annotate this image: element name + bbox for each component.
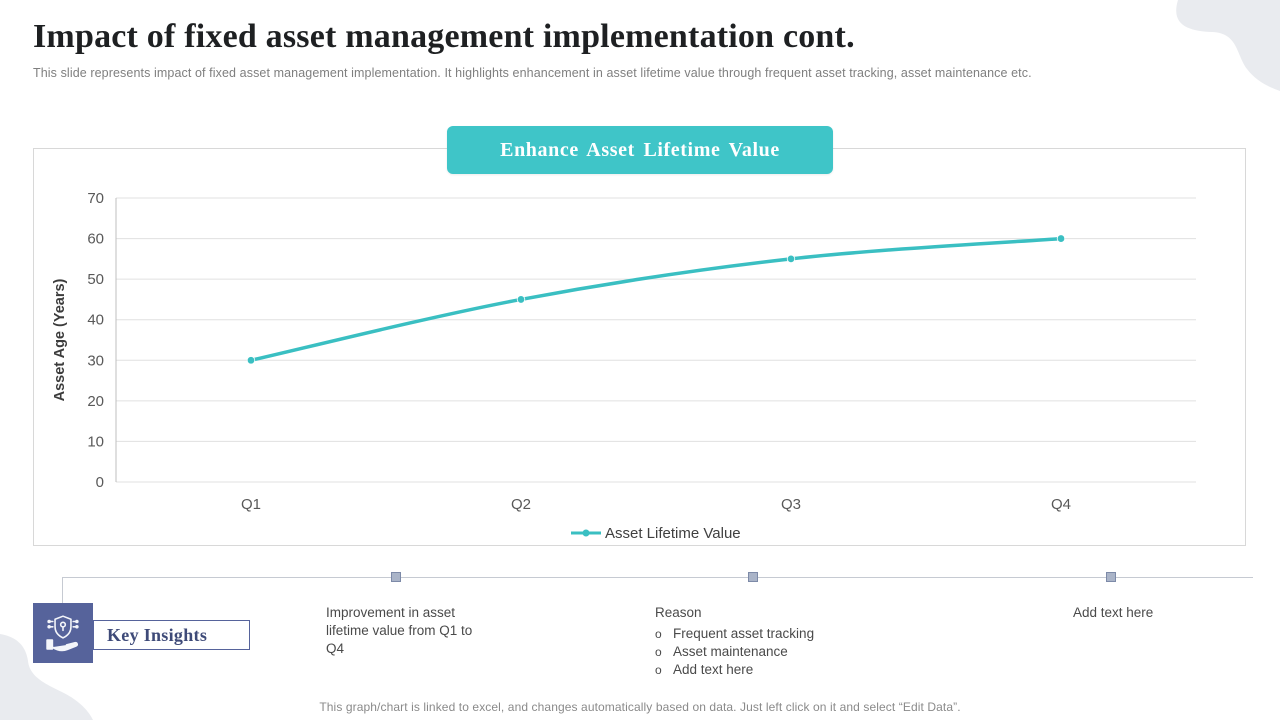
x-axis-label: Q2: [511, 496, 531, 513]
bullet-text: Frequent asset tracking: [673, 626, 815, 641]
y-axis-tick-label: 30: [87, 352, 104, 369]
bullet-text: Asset maintenance: [673, 644, 788, 659]
page-title: Impact of fixed asset management impleme…: [33, 18, 855, 55]
chart-title-badge-label: Enhance Asset Lifetime Value: [500, 138, 780, 161]
insight-callout-1[interactable]: Improvement in asset lifetime value from…: [326, 604, 491, 658]
reason-bullet-3: o Add text here: [655, 661, 875, 679]
data-point-marker: [786, 254, 796, 264]
key-insights-label: Key Insights: [107, 624, 208, 645]
x-axis-label: Q1: [241, 496, 261, 513]
insight-callout-3[interactable]: Add text here: [1073, 604, 1213, 622]
insight-callout-2[interactable]: Reason o Frequent asset tracking o Asset ma…: [655, 604, 875, 679]
timeline-connector: [62, 577, 63, 604]
footer-note: This graph/chart is linked to excel, and…: [319, 700, 961, 714]
data-point-marker: [1056, 234, 1066, 243]
y-axis-tick-label: 0: [96, 474, 104, 491]
bullet-marker: o: [655, 645, 662, 659]
insight-callout-1-text: Improvement in asset lifetime value from…: [326, 605, 473, 656]
y-axis-tick-label: 60: [87, 231, 104, 248]
bullet-marker: o: [655, 663, 662, 677]
legend-label: Asset Lifetime Value: [605, 525, 741, 542]
y-axis-title: Asset Age (Years): [52, 278, 68, 401]
y-axis-tick-label: 50: [87, 271, 104, 288]
hand-shield-icon: [46, 615, 79, 652]
y-axis-tick-label: 40: [87, 312, 104, 329]
x-axis-label: Q3: [781, 496, 801, 513]
chart-card[interactable]: 0 10 20 30 40 50 60 70 Q1 Q2 Q3 Q4 Asset Age (Years)…: [33, 148, 1246, 546]
timeline-line: [62, 577, 1253, 578]
insight-callout-3-text: Add text here: [1073, 605, 1154, 620]
key-insights-icon-tile: [33, 603, 93, 663]
x-axis-label: Q4: [1051, 496, 1071, 513]
reason-bullet-2: o Asset maintenance: [655, 643, 875, 661]
reason-bullet-1: o Frequent asset tracking: [655, 625, 875, 643]
series-line: [249, 236, 1063, 363]
timeline-node-3: [1106, 572, 1116, 582]
insight-callout-2-text: Reason: [655, 605, 702, 620]
line-chart: 0 10 20 30 40 50 60 70 Q1 Q2 Q3 Q4 Asset Age (Years)…: [52, 190, 1196, 542]
bullet-marker: o: [655, 627, 662, 641]
key-insights-label-box: Key Insights: [93, 620, 250, 650]
page-subtitle: This slide represents impact of fixed as…: [33, 66, 1032, 80]
data-point-marker: [246, 356, 256, 365]
bullet-text: Add text here: [673, 662, 754, 677]
y-axis-tick-label: 10: [87, 433, 104, 450]
data-point-marker: [516, 295, 526, 304]
timeline-node-1: [391, 572, 401, 582]
timeline-node-2: [748, 572, 758, 582]
reason-bullet-list: o Frequent asset tracking o Asset maintenan…: [655, 625, 875, 679]
y-axis-tick-label: 20: [87, 393, 104, 410]
legend-dot-marker: [582, 529, 590, 537]
chart-title-badge[interactable]: Enhance Asset Lifetime Value: [447, 126, 833, 174]
y-axis-tick-label: 70: [87, 190, 104, 207]
